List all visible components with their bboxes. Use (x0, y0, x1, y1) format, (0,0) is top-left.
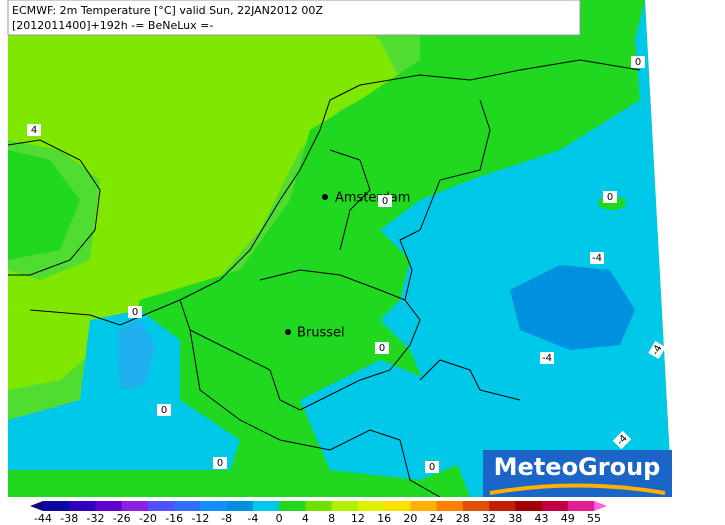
colorbar-segment (252, 501, 280, 511)
contour-label: 0 (382, 196, 388, 207)
contour-label-bg (631, 56, 645, 68)
colorbar-label: -16 (165, 512, 183, 525)
coastline (29, 59, 641, 326)
contour-label-bg (128, 306, 142, 318)
contour-label-bg (425, 461, 439, 473)
colorbar-label: 16 (377, 512, 391, 525)
region-very-cold (510, 265, 635, 350)
contour-label: 0 (379, 343, 385, 354)
colorbar-segment (384, 501, 411, 511)
colorbar-segment (226, 501, 254, 511)
colorbar-segment (174, 501, 201, 511)
colorbar-label: 32 (482, 512, 496, 525)
logo: MeteoGroup (494, 453, 661, 481)
colorbar-label: 4 (302, 512, 309, 525)
coastline (329, 149, 371, 251)
colorbar-segment (305, 501, 333, 511)
colorbar-label: 12 (351, 512, 365, 525)
colorbar-label: -26 (113, 512, 131, 525)
colorbar-label: -32 (86, 512, 104, 525)
colorbar-segment (95, 501, 123, 511)
colorbar-segment (121, 501, 149, 511)
colorbar-label: 49 (561, 512, 575, 525)
colorbar-segment (541, 501, 569, 511)
colorbar-label: 0 (276, 512, 283, 525)
header-subtitle: [2012011400]+192h -= BeNeLux =- (12, 19, 213, 32)
colorbar-segment (43, 501, 70, 511)
header-box (7, 0, 581, 36)
border-line (189, 329, 441, 497)
colorbar-label: -4 (247, 512, 258, 525)
colorbar-label: -44 (34, 512, 52, 525)
colorbar-label: -20 (139, 512, 157, 525)
colorbar-label: 28 (456, 512, 470, 525)
contour-label: 0 (429, 462, 435, 473)
city-dot (285, 329, 291, 335)
colorbar-label: 43 (535, 512, 549, 525)
logo-swoosh (489, 483, 666, 495)
colorbar-label: 55 (587, 512, 601, 525)
coastline (8, 139, 101, 276)
contour-label: 0 (132, 307, 138, 318)
contour-label-bg (157, 404, 171, 416)
colorbar-segment (200, 501, 228, 511)
colorbar-label: -12 (191, 512, 209, 525)
colorbar-segment (489, 501, 516, 511)
region-cold-pocket (118, 320, 155, 390)
region-cool (8, 150, 80, 260)
contour-label-bg (540, 352, 554, 364)
colorbar-arrow (30, 501, 43, 511)
contour-label: 4 (31, 125, 37, 136)
colorbar-segment (462, 501, 490, 511)
contour-label-bg (27, 124, 41, 136)
border-line (259, 269, 406, 301)
contour-label: 0 (635, 57, 641, 68)
colorbar-label: 20 (403, 512, 417, 525)
colorbar-segment (147, 501, 175, 511)
border-line (179, 99, 491, 411)
contour-label: 0 (217, 458, 223, 469)
contour-label-bg (603, 191, 617, 203)
colorbar-segment (436, 501, 464, 511)
contour-label: 0 (161, 405, 167, 416)
colorbar-label: -38 (60, 512, 78, 525)
colorbar-segment (567, 501, 595, 511)
region-cold (380, 0, 672, 497)
contour-label-bg (648, 340, 666, 360)
colorbar-segment (357, 501, 385, 511)
colorbar-segment (69, 501, 96, 511)
colorbar-label: 38 (508, 512, 522, 525)
colorbar-segment (410, 501, 438, 511)
colorbar-arrow (594, 501, 607, 511)
contour-label: -4 (592, 253, 602, 264)
contour-label-bg (213, 457, 227, 469)
contour-label-bg (375, 342, 389, 354)
colorbar-segment (331, 501, 359, 511)
colorbar-segment (279, 501, 306, 511)
colorbar-label: 24 (430, 512, 444, 525)
region-cold (8, 310, 240, 470)
contour-label-bg (378, 195, 392, 207)
city-dot (322, 194, 328, 200)
region-cold (300, 360, 470, 480)
colorbar-label: 8 (328, 512, 335, 525)
city-label: Brussel (297, 326, 345, 341)
contour-label-bg (612, 430, 632, 450)
city-label: Amsterdam (335, 191, 410, 206)
border-line (419, 359, 521, 401)
contour-label: 0 (607, 192, 613, 203)
contour-label-bg (590, 252, 604, 264)
colorbar-label: -8 (221, 512, 232, 525)
contour-label: -4 (542, 353, 552, 364)
contour-label: -4 (650, 343, 665, 357)
colorbar-segment (515, 501, 543, 511)
header-title: ECMWF: 2m Temperature [°C] valid Sun, 22… (12, 4, 323, 17)
